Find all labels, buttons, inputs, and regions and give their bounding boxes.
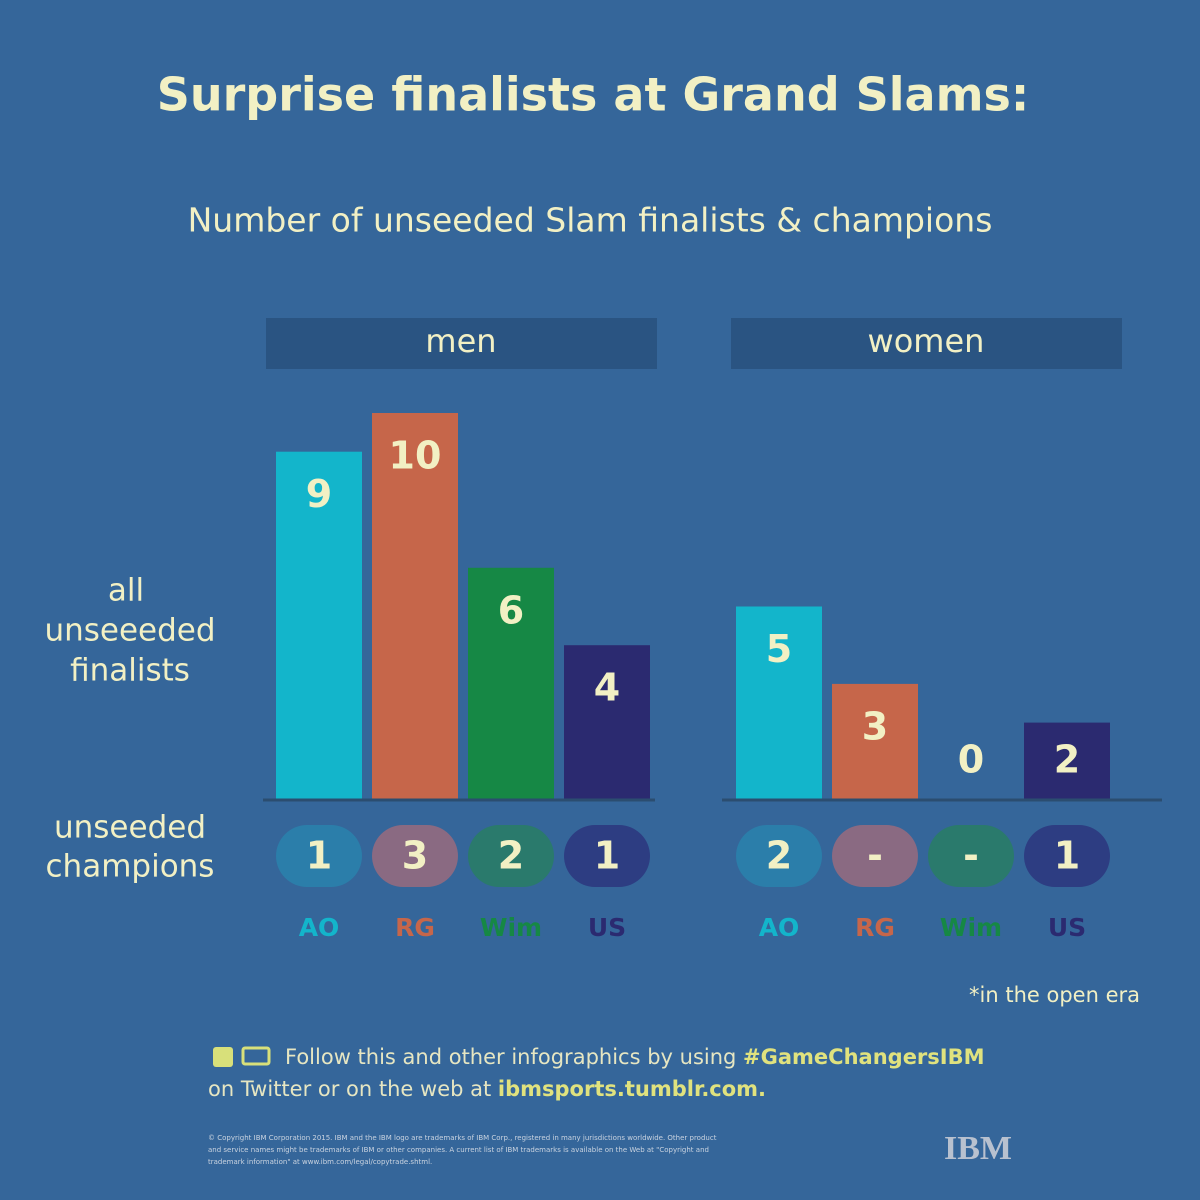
category-label: RG bbox=[395, 913, 435, 942]
category-label: AO bbox=[299, 913, 340, 942]
row-label: unseeeded bbox=[44, 613, 215, 649]
bar bbox=[1024, 722, 1110, 800]
footnote: *in the open era bbox=[969, 983, 1140, 1007]
web-icon bbox=[241, 1046, 271, 1066]
bar bbox=[736, 606, 822, 800]
champion-label: - bbox=[867, 834, 883, 878]
value-label: 10 bbox=[389, 434, 442, 478]
category-label: RG bbox=[855, 913, 895, 942]
champion-pill bbox=[372, 825, 458, 887]
footer-line: Follow this and other infographics by us… bbox=[285, 1045, 985, 1069]
category-label: US bbox=[588, 913, 626, 942]
twitter-icon bbox=[213, 1047, 233, 1067]
copyright-line: trademark information" at www.ibm.com/le… bbox=[208, 1158, 432, 1166]
row-label: unseeded bbox=[54, 810, 206, 846]
category-label: Wim bbox=[940, 913, 1002, 942]
category-label: US bbox=[1048, 913, 1086, 942]
champion-pill bbox=[832, 825, 918, 887]
bar bbox=[372, 413, 458, 800]
bar bbox=[468, 567, 554, 800]
champion-pill bbox=[928, 825, 1014, 887]
value-label: 6 bbox=[498, 588, 524, 632]
row-label: all bbox=[108, 573, 144, 609]
copyright-line: and service names might be trademarks of… bbox=[208, 1146, 709, 1154]
value-label: 0 bbox=[958, 738, 984, 782]
champion-label: 2 bbox=[766, 834, 792, 878]
panel-title: men bbox=[425, 322, 496, 360]
bar bbox=[276, 451, 362, 800]
url: ibmsports.tumblr.com. bbox=[498, 1077, 766, 1101]
logo: IBM bbox=[944, 1130, 1012, 1167]
value-label: 5 bbox=[766, 627, 792, 671]
row-labels: all unseeeded finalists unseeded champio… bbox=[44, 573, 215, 885]
champion-pill bbox=[1024, 825, 1110, 887]
row-label: finalists bbox=[70, 653, 190, 689]
champion-pill bbox=[276, 825, 362, 887]
row-label: champions bbox=[46, 849, 215, 885]
copyright-line: © Copyright IBM Corporation 2015. IBM an… bbox=[208, 1134, 717, 1142]
panel-title: women bbox=[868, 322, 985, 360]
title: Surprise finalists at Grand Slams: bbox=[157, 68, 1030, 122]
bar bbox=[564, 645, 650, 800]
value-label: 4 bbox=[594, 666, 620, 710]
value-label: 3 bbox=[862, 704, 888, 748]
value-label: 9 bbox=[306, 472, 332, 516]
champion-label: 1 bbox=[306, 834, 332, 878]
champion-label: 1 bbox=[1054, 834, 1080, 878]
champion-label: 2 bbox=[498, 834, 524, 878]
value-label: 2 bbox=[1054, 738, 1080, 782]
champion-pill bbox=[564, 825, 650, 887]
category-label: Wim bbox=[480, 913, 542, 942]
champion-pill bbox=[736, 825, 822, 887]
panel-header bbox=[266, 318, 657, 369]
champion-label: 1 bbox=[594, 834, 620, 878]
champion-label: - bbox=[963, 834, 979, 878]
subtitle: Number of unseeded Slam finalists & cham… bbox=[188, 201, 993, 240]
hashtag: #GameChangersIBM bbox=[743, 1045, 984, 1069]
bar bbox=[832, 683, 918, 800]
footer-text: Follow this and other infographics by us… bbox=[285, 1045, 743, 1069]
footer-text: on Twitter or on the web at bbox=[208, 1077, 498, 1101]
copyright: © Copyright IBM Corporation 2015. IBM an… bbox=[208, 1134, 717, 1166]
category-label: AO bbox=[759, 913, 800, 942]
champion-label: 3 bbox=[402, 834, 428, 878]
panel-header bbox=[731, 318, 1122, 369]
footer-line: on Twitter or on the web at ibmsports.tu… bbox=[208, 1077, 766, 1101]
champion-pill bbox=[468, 825, 554, 887]
